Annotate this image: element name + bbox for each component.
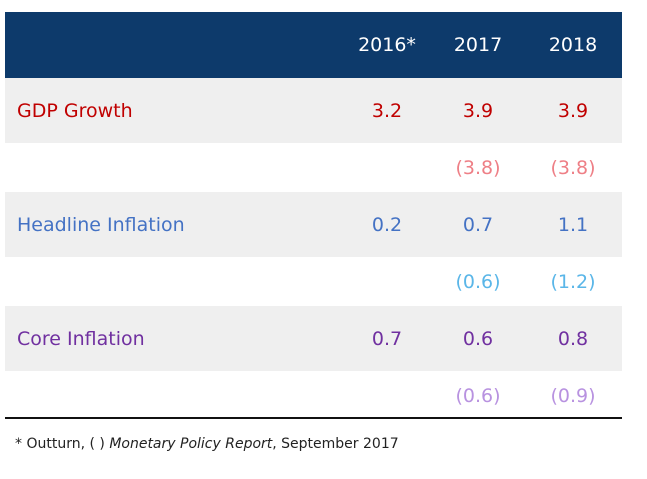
table-cell: (3.8) [550,156,596,179]
table-cell: 0.6 [462,327,494,350]
table-cell: (0.6) [455,384,501,407]
table-cell: 3.2 [371,99,403,122]
footnote-text: * Outturn, ( ) [15,436,110,452]
footnote-title: Monetary Policy Report [109,436,273,452]
table-cell: 0.7 [462,213,494,236]
header-cell: 2018 [548,34,598,56]
table-cell: (0.6) [455,270,501,293]
table-cell: (3.8) [455,156,501,179]
table-cell: 0.7 [371,327,403,350]
table-subrow: (3.8) (3.8) [5,143,622,192]
table-cell: (0.9) [550,384,596,407]
table-cell: 3.9 [557,99,589,122]
table-row: GDP Growth 3.2 3.9 3.9 [5,78,622,143]
table-cell: 0.2 [371,213,403,236]
row-label: Headline Inflation [17,213,185,236]
table-header: 2016* 2017 2018 [5,12,622,78]
table-cell: 0.8 [557,327,589,350]
table-row: Headline Inflation 0.2 0.7 1.1 [5,192,622,257]
table-cell: 1.1 [557,213,589,236]
table-subrow: (0.6) (0.9) [5,371,622,420]
footnote-text: , September 2017 [272,436,399,452]
bottom-rule [5,417,622,419]
row-label: GDP Growth [17,99,133,122]
header-cell: 2017 [453,34,503,56]
table-subrow: (0.6) (1.2) [5,257,622,306]
table-row: Core Inflation 0.7 0.6 0.8 [5,306,622,371]
table-cell: 3.9 [462,99,494,122]
row-label: Core Inflation [17,327,145,350]
footnote: * Outturn, ( ) Monetary Policy Report, S… [15,436,399,452]
table-cell: (1.2) [550,270,596,293]
header-cell: 2016* [358,34,416,56]
